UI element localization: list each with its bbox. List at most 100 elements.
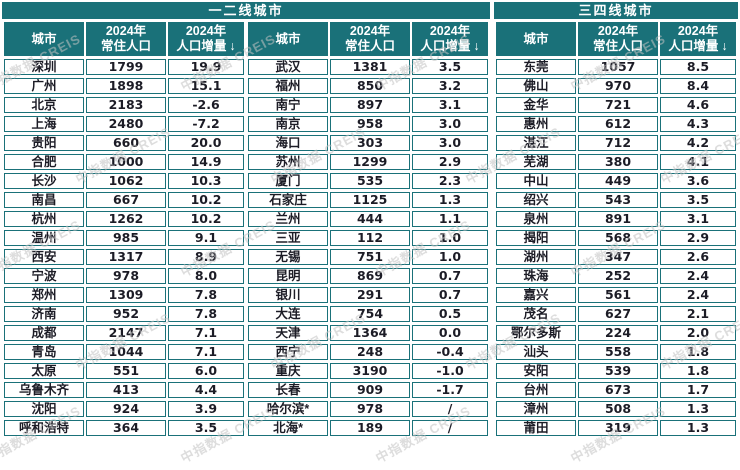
- city-cell: 大连: [248, 306, 328, 322]
- city-cell: 无锡: [248, 249, 328, 265]
- population-cell: 1381: [330, 59, 410, 75]
- header-line: 2024年: [597, 24, 639, 38]
- subtable-tier34: 城市 2024年 常住人口 2024年 人口增量 ↓ 东莞 1057 8.5 佛山 970…: [494, 19, 738, 439]
- population-cell: 248: [330, 344, 410, 360]
- city-cell: 中山: [496, 173, 576, 189]
- city-cell: 东莞: [496, 59, 576, 75]
- growth-cell: 2.4: [660, 287, 736, 303]
- table-row: 福州 850 3.2: [248, 78, 488, 94]
- population-cell: 754: [330, 306, 410, 322]
- growth-cell: 0.7: [412, 268, 488, 284]
- city-cell: 成都: [4, 325, 84, 341]
- growth-cell: 10.3: [168, 173, 244, 189]
- growth-cell: 8.5: [660, 59, 736, 75]
- growth-cell: 2.4: [660, 268, 736, 284]
- table-row: 嘉兴 561 2.4: [496, 287, 736, 303]
- city-cell: 呼和浩特: [4, 420, 84, 436]
- table-row: 兰州 444 1.1: [248, 211, 488, 227]
- city-cell: 芜湖: [496, 154, 576, 170]
- growth-cell: 7.1: [168, 325, 244, 341]
- city-cell: 泉州: [496, 211, 576, 227]
- sort-down-arrow-icon: ↓: [721, 39, 728, 53]
- city-cell: 佛山: [496, 78, 576, 94]
- population-cell: 869: [330, 268, 410, 284]
- growth-cell: 3.1: [412, 97, 488, 113]
- column-header-row: 城市 2024年 常住人口 2024年 人口增量 ↓: [248, 22, 488, 56]
- population-cell: 189: [330, 420, 410, 436]
- city-cell: 郑州: [4, 287, 84, 303]
- city-cell: 贵阳: [4, 135, 84, 151]
- population-cell: 303: [330, 135, 410, 151]
- population-cell: 535: [330, 173, 410, 189]
- subtable-tier12-left: 城市 2024年 常住人口 2024年 人口增量 ↓ 深圳 1799 19.9 广州 18…: [2, 19, 246, 439]
- table-row: 石家庄 1125 1.3: [248, 192, 488, 208]
- group-header-tier12: 一二线城市: [2, 2, 490, 19]
- city-cell: 西宁: [248, 344, 328, 360]
- city-cell: 北京: [4, 97, 84, 113]
- column-header-population: 2024年 常住人口: [330, 22, 410, 56]
- population-cell: 291: [330, 287, 410, 303]
- population-cell: 561: [578, 287, 658, 303]
- population-cell: 985: [86, 230, 166, 246]
- city-cell: 长春: [248, 382, 328, 398]
- growth-cell: 0.7: [412, 287, 488, 303]
- population-cell: 897: [330, 97, 410, 113]
- city-cell: 哈尔滨*: [248, 401, 328, 417]
- table-row: 湛江 712 4.2: [496, 135, 736, 151]
- table-row: 茂名 627 2.1: [496, 306, 736, 322]
- table-row: 合肥 1000 14.9: [4, 154, 244, 170]
- population-cell: 2147: [86, 325, 166, 341]
- city-cell: 茂名: [496, 306, 576, 322]
- header-line: 2024年: [349, 24, 391, 38]
- sort-down-arrow-icon: ↓: [229, 39, 236, 53]
- population-cell: 627: [578, 306, 658, 322]
- population-cell: 568: [578, 230, 658, 246]
- growth-cell: 20.0: [168, 135, 244, 151]
- city-cell: 上海: [4, 116, 84, 132]
- table-row: 西宁 248 -0.4: [248, 344, 488, 360]
- growth-cell: 8.0: [168, 268, 244, 284]
- table-row: 芜湖 380 4.1: [496, 154, 736, 170]
- growth-cell: 1.0: [412, 249, 488, 265]
- table-row: 天津 1364 0.0: [248, 325, 488, 341]
- column-header-growth: 2024年 人口增量 ↓: [412, 22, 488, 56]
- growth-cell: 10.2: [168, 192, 244, 208]
- growth-cell: 3.9: [168, 401, 244, 417]
- growth-cell: 4.6: [660, 97, 736, 113]
- population-cell: 380: [578, 154, 658, 170]
- population-cell: 1057: [578, 59, 658, 75]
- population-cell: 1799: [86, 59, 166, 75]
- table-row: 佛山 970 8.4: [496, 78, 736, 94]
- city-cell: 南京: [248, 116, 328, 132]
- population-cell: 1898: [86, 78, 166, 94]
- growth-cell: 2.6: [660, 249, 736, 265]
- growth-cell: 0.0: [412, 325, 488, 341]
- table-row: 绍兴 543 3.5: [496, 192, 736, 208]
- table-row: 金华 721 4.6: [496, 97, 736, 113]
- city-cell: 南宁: [248, 97, 328, 113]
- city-cell: 湖州: [496, 249, 576, 265]
- city-cell: 银川: [248, 287, 328, 303]
- city-cell: 深圳: [4, 59, 84, 75]
- growth-cell: -0.4: [412, 344, 488, 360]
- table-row: 昆明 869 0.7: [248, 268, 488, 284]
- city-cell: 福州: [248, 78, 328, 94]
- population-cell: 850: [330, 78, 410, 94]
- table-row: 哈尔滨* 978/: [248, 401, 488, 417]
- population-cell: 970: [578, 78, 658, 94]
- population-cell: 551: [86, 363, 166, 379]
- table-row: 汕头 558 1.8: [496, 344, 736, 360]
- growth-cell: 1.1: [412, 211, 488, 227]
- city-cell: 安阳: [496, 363, 576, 379]
- city-cell: 海口: [248, 135, 328, 151]
- header-line: 2024年: [185, 24, 227, 38]
- growth-cell: 2.3: [412, 173, 488, 189]
- city-cell: 石家庄: [248, 192, 328, 208]
- city-cell: 长沙: [4, 173, 84, 189]
- population-cell: 667: [86, 192, 166, 208]
- population-cell: 978: [330, 401, 410, 417]
- growth-cell: 3.1: [660, 211, 736, 227]
- table-row: 海口 303 3.0: [248, 135, 488, 151]
- population-cell: 539: [578, 363, 658, 379]
- table-row: 温州 985 9.1: [4, 230, 244, 246]
